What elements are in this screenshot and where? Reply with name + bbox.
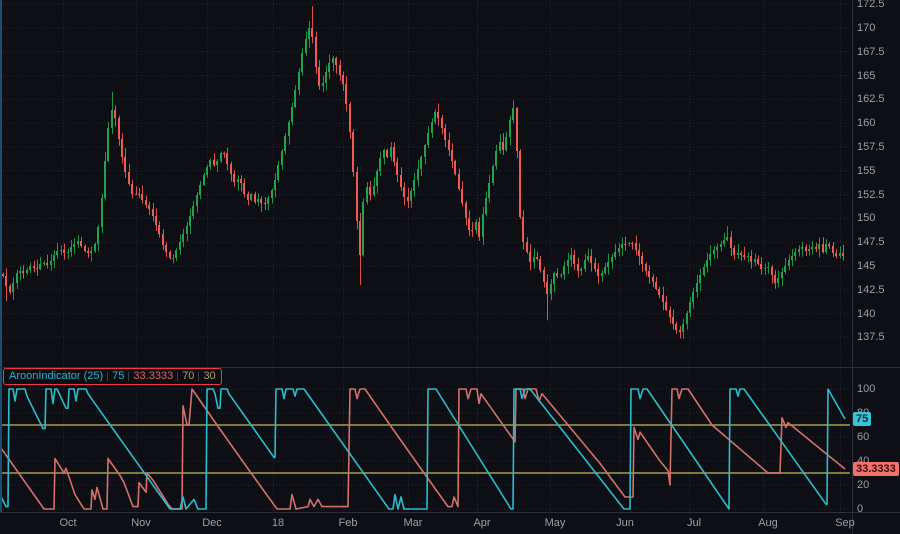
aroon-up-value: 75	[112, 370, 125, 382]
time-axis-label-sep: Sep	[835, 517, 855, 529]
price-axis-label: 170	[857, 22, 876, 34]
left-edge-highlight	[0, 0, 2, 512]
time-axis-label-dec: Dec	[202, 517, 222, 529]
aroon-down-value: 33.3333	[133, 370, 174, 382]
price-axis-label: 155	[857, 164, 876, 177]
aroon-axis-label: 100	[857, 383, 876, 395]
aroon-indicator-legend[interactable]: AroonIndicator (25) 75 33.3333 70 30	[3, 368, 222, 385]
aroon-axis-label: 60	[857, 431, 870, 443]
aroon-up-axis-badge: 75	[853, 412, 872, 426]
price-axis[interactable]: 172.5 170 167.5 165 162.5 160 157.5 155 152.5 150…	[853, 0, 900, 512]
time-axis-label-aug: Aug	[758, 517, 778, 529]
time-axis-label-nov: Nov	[131, 517, 151, 529]
indicator-title: AroonIndicator (25)	[9, 370, 104, 382]
price-axis-label: 165	[857, 69, 876, 82]
time-axis-divider	[0, 512, 900, 513]
price-axis-label: 172.5	[857, 0, 885, 11]
price-axis-label: 145	[857, 260, 876, 272]
lower-level-value: 30	[203, 370, 216, 382]
time-axis-label-18: 18	[271, 517, 285, 529]
legend-separator	[128, 372, 130, 381]
time-axis-label-apr: Apr	[473, 517, 491, 529]
price-axis-label: 147.5	[857, 236, 885, 249]
time-axis-label-mar: Mar	[403, 517, 423, 529]
price-axis-label: 150	[857, 212, 876, 225]
price-axis-label: 137.5	[857, 331, 885, 344]
time-axis[interactable]: Oct Nov Dec 18 Feb Mar Apr May Jun Jul Aug Sep	[0, 513, 900, 534]
price-axis-label: 140	[857, 307, 876, 320]
aroon-down-axis-badge: 33.3333	[853, 462, 899, 476]
legend-separator	[107, 372, 109, 381]
time-axis-label-may: May	[544, 517, 566, 529]
price-axis-label: 157.5	[857, 141, 885, 153]
time-axis-label-oct: Oct	[59, 517, 77, 529]
price-axis-label: 167.5	[857, 45, 885, 58]
legend-separator	[198, 372, 200, 381]
price-axis-label: 162.5	[857, 93, 885, 106]
axis-divider	[852, 0, 853, 534]
upper-level-value: 70	[182, 370, 195, 382]
time-axis-label-jun: Jun	[616, 517, 634, 529]
price-axis-label: 152.5	[857, 188, 885, 201]
aroon-axis-label: 20	[857, 479, 870, 491]
time-axis-label-feb: Feb	[338, 517, 358, 529]
price-axis-label: 142.5	[857, 283, 885, 296]
pane-divider[interactable]	[0, 367, 900, 368]
chart-svg[interactable]	[0, 0, 852, 512]
aroon-axis-label: 0	[857, 503, 864, 512]
chart-canvas[interactable]	[0, 0, 852, 512]
time-axis-label-jul: Jul	[686, 517, 702, 529]
price-axis-label: 160	[857, 117, 876, 130]
legend-separator	[177, 372, 179, 381]
